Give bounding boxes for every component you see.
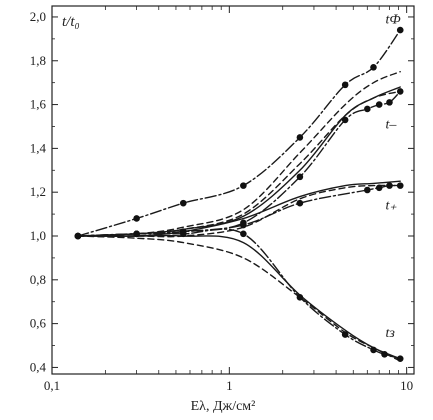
series-line-4 <box>77 86 401 237</box>
data-point <box>296 134 304 141</box>
data-point <box>364 186 371 194</box>
plot-frame <box>51 5 415 375</box>
x-tick-label: 0,1 <box>44 378 60 393</box>
data-point <box>296 294 304 301</box>
data-point <box>386 99 393 106</box>
series-label-3: tз <box>386 326 396 341</box>
data-point <box>375 101 383 108</box>
x-tick-label: 1 <box>226 378 233 393</box>
data-point <box>296 173 304 181</box>
series-label-1: t– <box>386 118 398 133</box>
data-point <box>133 215 140 222</box>
y-axis-label: t/t₀ <box>62 14 80 30</box>
series-labels: tФ t– t₊ tз <box>386 13 401 341</box>
plot-border <box>51 5 415 375</box>
data-point <box>396 88 404 95</box>
y-tick-label: 1,2 <box>30 184 46 199</box>
data-point <box>381 350 388 358</box>
data-point <box>240 221 247 229</box>
series-line-10 <box>77 235 401 362</box>
data-point <box>370 346 377 354</box>
series-markers <box>74 26 404 362</box>
series-label-2: t₊ <box>386 199 398 214</box>
data-point <box>179 199 187 207</box>
y-tick-label: 0,4 <box>30 359 47 374</box>
data-point <box>396 182 404 189</box>
data-point <box>375 184 383 192</box>
y-tick-label: 0,6 <box>30 316 47 331</box>
data-point <box>74 232 82 240</box>
data-point <box>133 230 140 238</box>
y-tick-label: 1,4 <box>30 140 47 155</box>
series-lines <box>77 29 401 362</box>
series-line-3 <box>77 228 401 360</box>
y-tick-label: 2,0 <box>30 9 46 24</box>
data-point <box>179 230 187 238</box>
axis-ticks: 0,4 0,6 0,8 1,0 1,2 1,4 1,6 1,8 2,0 0,1 1 10 <box>30 6 414 393</box>
y-tick-label: 1,0 <box>30 228 46 243</box>
x-tick-label: 10 <box>400 378 413 393</box>
data-point <box>240 230 247 238</box>
series-line-9 <box>77 184 401 238</box>
data-point <box>341 81 349 89</box>
data-point <box>386 182 393 189</box>
data-point <box>370 64 377 71</box>
y-tick-label: 1,6 <box>30 97 47 112</box>
series-label-0: tФ <box>386 13 401 28</box>
data-point <box>396 26 404 34</box>
data-point <box>341 331 349 338</box>
x-axis-label: Eλ, Дж/см² <box>191 399 256 414</box>
data-point <box>240 182 247 189</box>
series-line-6 <box>77 234 401 360</box>
data-point <box>296 199 304 207</box>
y-tick-label: 1,8 <box>30 53 46 68</box>
series-line-8 <box>77 90 401 237</box>
series-line-0 <box>77 29 401 237</box>
data-point <box>396 355 404 362</box>
data-point <box>364 105 371 113</box>
series-line-7 <box>77 71 401 237</box>
data-point <box>341 116 349 124</box>
series-line-1 <box>77 90 401 237</box>
y-tick-label: 0,8 <box>30 272 46 287</box>
